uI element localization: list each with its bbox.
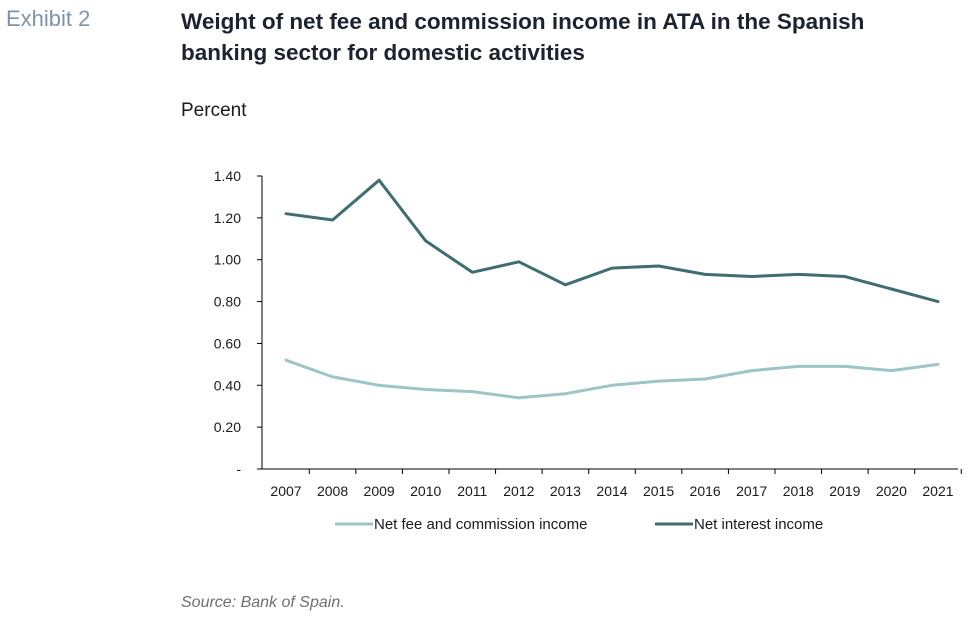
- legend: Net fee and commission income Net interes…: [335, 516, 823, 533]
- chart-title: Weight of net fee and commission income …: [181, 9, 865, 65]
- series-line-net-fee-commission-income: [284, 358, 940, 400]
- legend-label: Net fee and commission income: [374, 516, 587, 533]
- x-axis: 2007 2008 2009 2010 2011 2012 2013 2014 2015 2016…: [262, 468, 962, 499]
- x-tick-label: 2019: [829, 483, 860, 499]
- y-tick-label: 1.00: [214, 252, 241, 268]
- x-tick-label: 2018: [783, 483, 814, 499]
- x-tick-label: 2012: [503, 483, 534, 499]
- y-tick-label: 1.40: [214, 168, 241, 184]
- x-tick-label: 2013: [550, 483, 581, 499]
- x-tick-label: 2010: [410, 483, 441, 499]
- legend-label: Net interest income: [694, 516, 823, 533]
- series-lines: [284, 178, 940, 400]
- y-tick-label: 0.40: [214, 377, 241, 393]
- exhibit-label: Exhibit 2: [6, 6, 91, 31]
- y-tick-label: 0.20: [214, 419, 241, 435]
- x-tick-label: 2016: [690, 483, 721, 499]
- y-tick-label: 0.80: [214, 294, 241, 310]
- source-note: Source: Bank of Spain.: [181, 594, 345, 611]
- y-tick-label: 1.20: [214, 210, 241, 226]
- y-tick-label: 0.60: [214, 335, 241, 351]
- series-line-net-interest-income: [284, 178, 940, 304]
- y-axis: - 0.20 0.40 0.60 0.80 1.00 1.20 1.40: [214, 168, 263, 477]
- x-tick-label: 2009: [364, 483, 395, 499]
- y-tick-label: -: [236, 461, 241, 477]
- x-tick-label: 2015: [643, 483, 674, 499]
- x-tick-label: 2017: [736, 483, 767, 499]
- x-tick-label: 2021: [922, 483, 953, 499]
- x-tick-label: 2007: [270, 483, 301, 499]
- x-tick-label: 2020: [876, 483, 907, 499]
- x-tick-label: 2014: [596, 483, 627, 499]
- x-tick-label: 2011: [457, 483, 487, 499]
- y-axis-unit-label: Percent: [181, 100, 247, 121]
- x-tick-label: 2008: [317, 483, 348, 499]
